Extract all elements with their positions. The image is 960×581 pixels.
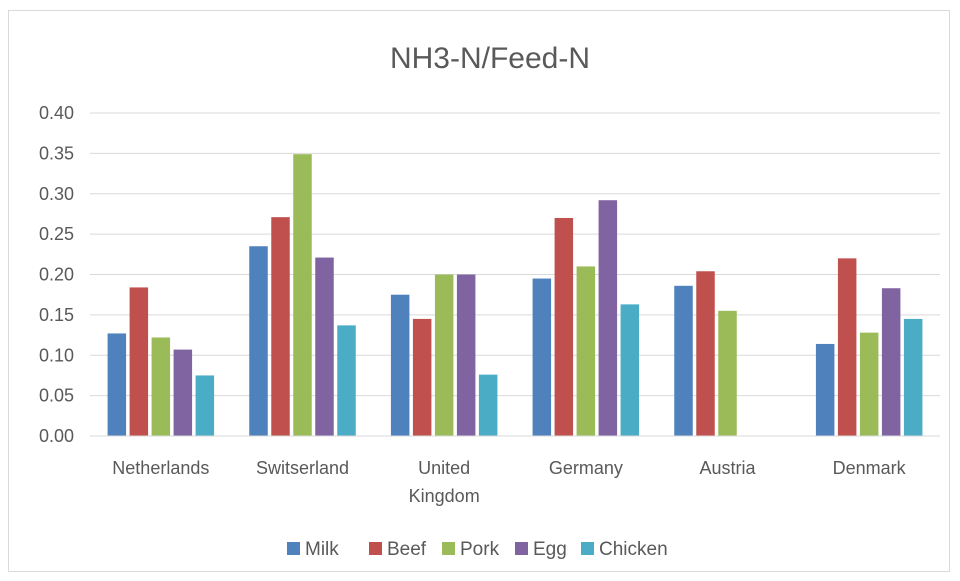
- bar-milk-united-kingdom: [390, 294, 410, 436]
- chart-title: NH3-N/Feed-N: [390, 42, 590, 75]
- bar-beef-netherlands: [129, 287, 149, 436]
- x-tick-label: United Kingdom: [409, 458, 480, 506]
- legend-swatch-chicken: [581, 542, 594, 555]
- bar-beef-denmark: [837, 258, 857, 436]
- y-tick-label: 0.25: [39, 224, 74, 244]
- bar-beef-germany: [554, 217, 574, 436]
- bar-chicken-netherlands: [195, 375, 215, 436]
- legend-swatch-beef: [369, 542, 382, 555]
- legend-swatch-egg: [515, 542, 528, 555]
- y-tick-label: 0.10: [39, 345, 74, 365]
- y-tick-label: 0.20: [39, 265, 74, 285]
- bar-pork-germany: [576, 266, 596, 436]
- bar-milk-germany: [532, 278, 552, 436]
- bar-pork-netherlands: [151, 337, 171, 436]
- legend-label-milk: Milk: [305, 539, 339, 560]
- bar-egg-united-kingdom: [456, 274, 476, 436]
- legend-label-egg: Egg: [533, 539, 567, 560]
- bars: [107, 154, 923, 436]
- y-tick-label: 0.35: [39, 143, 74, 163]
- bar-milk-netherlands: [107, 333, 127, 436]
- legend-label-beef: Beef: [387, 539, 427, 560]
- x-tick-label: Denmark: [833, 458, 907, 478]
- bar-milk-austria: [674, 285, 693, 436]
- legend-label-pork: Pork: [460, 539, 500, 560]
- bar-milk-denmark: [815, 343, 835, 436]
- x-tick-label: Germany: [549, 458, 623, 478]
- bar-egg-germany: [598, 200, 618, 436]
- bar-chicken-united-kingdom: [478, 374, 498, 436]
- legend-swatch-milk: [287, 542, 300, 555]
- x-tick-label: Austria: [699, 458, 756, 478]
- bar-egg-switserland: [315, 257, 334, 436]
- bar-pork-united-kingdom: [434, 274, 454, 436]
- gridlines: [90, 112, 940, 397]
- bar-egg-denmark: [881, 288, 901, 436]
- y-axis-tick-labels: 0.00 0.05 0.10 0.15 0.20 0.25 0.30 0.35 0.40: [39, 103, 74, 446]
- bar-chicken-germany: [620, 304, 640, 436]
- legend-swatch-pork: [442, 542, 455, 555]
- bar-milk-switserland: [249, 246, 268, 436]
- y-tick-label: 0.00: [39, 426, 74, 446]
- legend-label-chicken: Chicken: [599, 539, 668, 560]
- x-tick-label: Switserland: [256, 458, 349, 478]
- x-tick-label: Netherlands: [112, 458, 209, 478]
- bar-egg-netherlands: [173, 349, 193, 436]
- bar-pork-denmark: [859, 332, 879, 436]
- chart-frame: [8, 10, 950, 572]
- x-axis-tick-labels: Netherlands Switserland United Kingdom Germa…: [112, 458, 906, 506]
- bar-beef-united-kingdom: [412, 318, 432, 436]
- y-tick-label: 0.30: [39, 184, 74, 204]
- bar-beef-switserland: [271, 217, 290, 436]
- bar-beef-austria: [696, 271, 715, 436]
- legend: Milk Beef Pork Egg Chicken: [287, 539, 668, 560]
- bar-pork-austria: [718, 310, 737, 436]
- y-tick-label: 0.40: [39, 103, 74, 123]
- y-tick-label: 0.05: [39, 386, 74, 406]
- bar-chicken-denmark: [903, 318, 923, 436]
- bar-pork-switserland: [293, 154, 312, 436]
- y-tick-label: 0.15: [39, 305, 74, 325]
- bar-chicken-switserland: [337, 325, 356, 436]
